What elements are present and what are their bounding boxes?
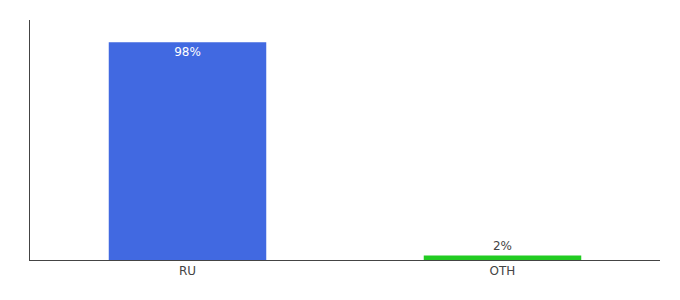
svg-text:RU: RU: [179, 264, 196, 278]
svg-text:2%: 2%: [493, 239, 512, 253]
svg-text:OTH: OTH: [490, 264, 516, 278]
svg-text:98%: 98%: [174, 45, 201, 59]
